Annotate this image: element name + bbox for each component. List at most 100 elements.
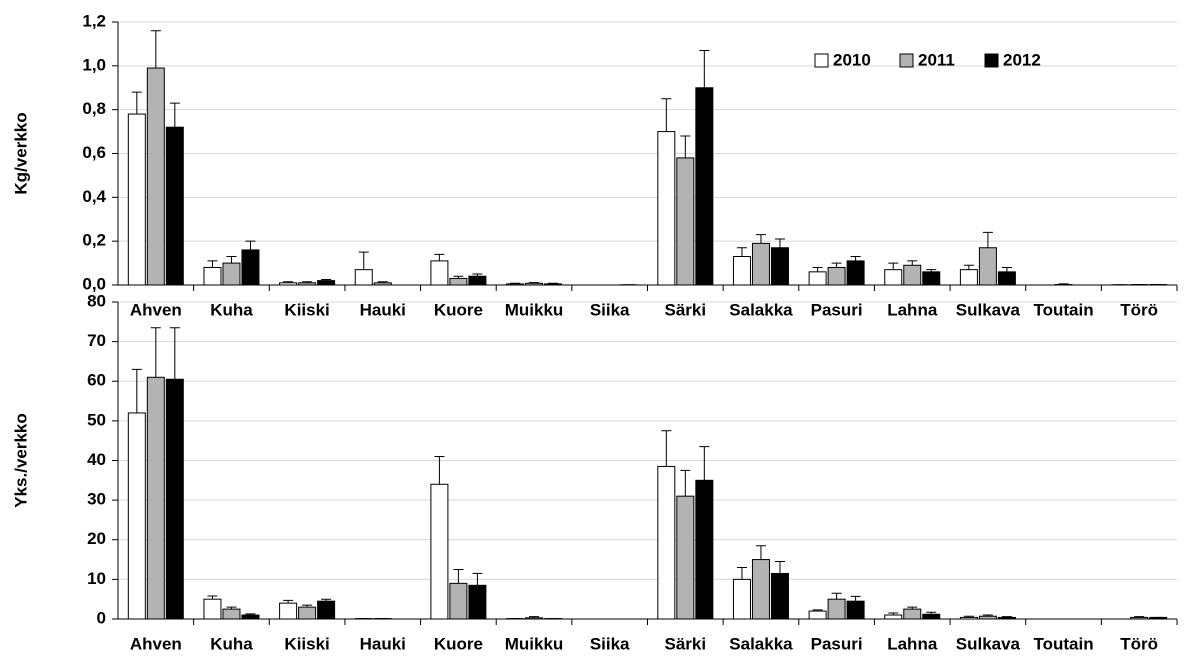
- bar: [449, 277, 468, 286]
- error-bar: [302, 281, 313, 283]
- bar: [732, 256, 751, 286]
- bar: [676, 495, 695, 620]
- error-bar: [169, 102, 180, 128]
- y-tick-label: 0,8: [82, 99, 106, 118]
- error-bar: [1001, 616, 1012, 618]
- bar: [884, 269, 903, 286]
- error-bar: [226, 606, 237, 610]
- bar: [695, 479, 714, 620]
- bar: [430, 260, 449, 286]
- bar: [298, 606, 317, 620]
- y-tick-label: 0,4: [82, 187, 106, 206]
- bar: [827, 598, 846, 620]
- error-bar: [831, 262, 842, 268]
- legend-label: 2012: [1003, 50, 1041, 69]
- error-bar: [283, 599, 294, 604]
- x-tick-label: Törö: [1120, 634, 1158, 653]
- error-bar: [699, 49, 710, 88]
- y-tick-label: 50: [87, 410, 106, 429]
- error-bar: [774, 238, 785, 248]
- y-tick-label: 80: [87, 291, 106, 310]
- error-bar: [150, 30, 161, 69]
- error-bar: [321, 598, 332, 602]
- y-tick-label: 0: [97, 608, 106, 627]
- error-bar: [736, 566, 747, 580]
- x-tick-label: Särki: [665, 634, 707, 653]
- bar: [241, 614, 260, 620]
- x-tick-label: Kuore: [434, 634, 483, 653]
- x-tick-label: Muikku: [505, 300, 564, 319]
- bar: [468, 275, 487, 286]
- x-tick-label: Lahna: [887, 634, 938, 653]
- bar: [430, 483, 449, 620]
- bar: [732, 578, 751, 620]
- x-tick-label: Kiiski: [284, 300, 329, 319]
- error-bar: [907, 606, 918, 610]
- error-bar: [358, 251, 369, 270]
- error-bar: [207, 260, 218, 268]
- bar: [903, 264, 922, 286]
- bar: [827, 266, 846, 286]
- error-bar: [963, 615, 974, 618]
- bar: [808, 610, 827, 620]
- bar: [903, 608, 922, 620]
- error-bar: [245, 613, 256, 616]
- bar: [222, 608, 241, 620]
- bar: [978, 247, 997, 286]
- x-tick-label: Kuha: [210, 300, 253, 319]
- x-tick-label: Särki: [665, 300, 707, 319]
- bar: [751, 559, 770, 620]
- bar: [468, 584, 487, 620]
- y-tick-label: 0,6: [82, 143, 106, 162]
- error-bar: [699, 446, 710, 481]
- y-tick-label: 40: [87, 450, 106, 469]
- x-tick-label: Toutain: [1033, 634, 1093, 653]
- error-bar: [529, 616, 540, 618]
- y-tick-label: 0,0: [82, 274, 106, 293]
- error-bar: [888, 262, 899, 270]
- x-tick-label: Pasuri: [811, 300, 863, 319]
- legend-swatch: [899, 53, 914, 68]
- error-bar: [850, 595, 861, 602]
- error-bar: [1058, 283, 1069, 285]
- error-bar: [245, 240, 256, 250]
- x-tick-label: Hauki: [360, 634, 406, 653]
- error-bar: [377, 281, 388, 283]
- x-tick-label: Ahven: [130, 634, 182, 653]
- x-tick-label: Salakka: [729, 634, 793, 653]
- x-tick-label: Muikku: [505, 634, 564, 653]
- error-bar: [510, 282, 521, 284]
- error-bar: [434, 253, 445, 261]
- x-tick-label: Kuore: [434, 300, 483, 319]
- bar: [127, 113, 146, 286]
- bar: [846, 260, 865, 286]
- y-tick-label: 70: [87, 331, 106, 350]
- bar: [317, 280, 336, 286]
- error-bar: [302, 604, 313, 608]
- y-axis-title: Yks./verkko: [11, 413, 30, 508]
- x-tick-label: Siika: [590, 300, 630, 319]
- bar: [203, 598, 222, 620]
- bar: [241, 249, 260, 286]
- x-tick-label: Toutain: [1033, 300, 1093, 319]
- error-bar: [661, 98, 672, 132]
- legend-swatch: [814, 53, 829, 68]
- x-tick-label: Sulkava: [956, 634, 1021, 653]
- y-tick-label: 1,2: [82, 11, 106, 30]
- error-bar: [888, 612, 899, 616]
- error-bar: [283, 281, 294, 283]
- bar: [222, 262, 241, 286]
- bar: [279, 602, 298, 620]
- error-bar: [150, 327, 161, 378]
- bar: [770, 572, 789, 620]
- y-tick-label: 1,0: [82, 55, 106, 74]
- error-bar: [453, 568, 464, 584]
- error-bar: [774, 561, 785, 574]
- error-bar: [472, 572, 483, 586]
- error-bar: [207, 595, 218, 600]
- bar: [770, 247, 789, 286]
- error-bar: [131, 91, 142, 115]
- bar: [959, 269, 978, 286]
- error-bar: [453, 275, 464, 279]
- error-bar: [850, 256, 861, 261]
